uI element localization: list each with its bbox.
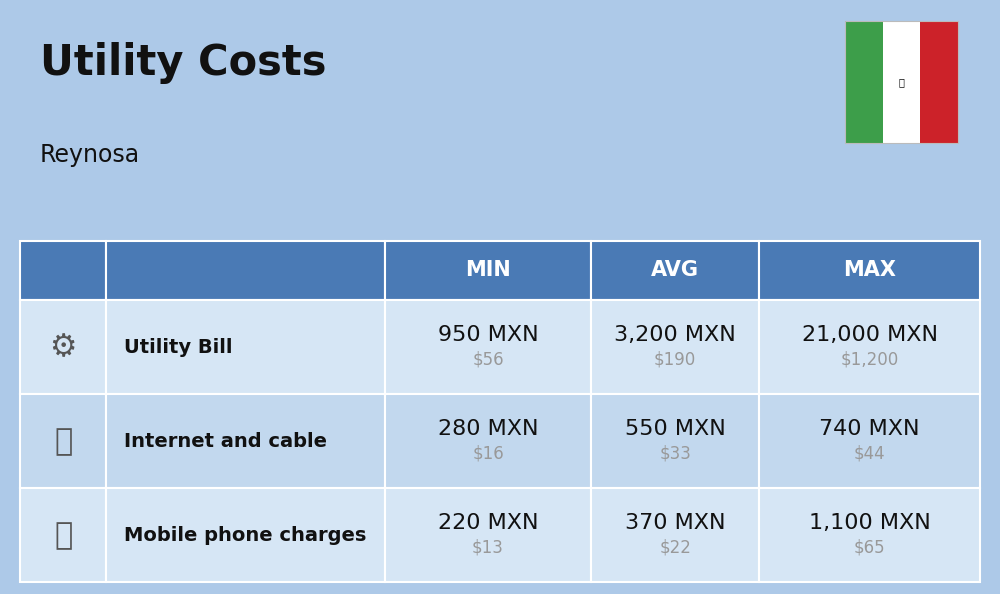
Text: AVG: AVG (651, 260, 699, 280)
Bar (591, 488, 759, 582)
Text: MIN: MIN (465, 260, 511, 280)
Text: 3,200 MXN: 3,200 MXN (614, 325, 736, 345)
Text: $33: $33 (659, 444, 691, 463)
Text: 950 MXN: 950 MXN (438, 325, 538, 345)
Text: $16: $16 (472, 444, 504, 463)
Bar (385, 394, 591, 488)
Bar (845, 21, 883, 143)
Bar (845, 21, 958, 143)
Text: 220 MXN: 220 MXN (438, 513, 538, 533)
Text: Utility Costs: Utility Costs (40, 42, 326, 84)
Text: $190: $190 (654, 350, 696, 368)
Text: 📶: 📶 (54, 426, 72, 456)
Text: 1,100 MXN: 1,100 MXN (809, 513, 930, 533)
Bar (759, 488, 980, 582)
Text: $56: $56 (472, 350, 504, 368)
Bar (759, 241, 980, 301)
Text: $44: $44 (854, 444, 885, 463)
Text: $13: $13 (472, 538, 504, 557)
Text: MAX: MAX (843, 260, 896, 280)
Text: 🦅: 🦅 (899, 77, 904, 87)
Text: Reynosa: Reynosa (40, 143, 140, 166)
Text: 740 MXN: 740 MXN (819, 419, 920, 439)
Text: Mobile phone charges: Mobile phone charges (124, 526, 367, 545)
Text: Internet and cable: Internet and cable (124, 432, 327, 451)
Bar (883, 21, 920, 143)
Bar (759, 301, 980, 394)
Bar (920, 21, 958, 143)
Text: Utility Bill: Utility Bill (124, 338, 233, 357)
Bar (20, 488, 106, 582)
Bar (385, 241, 591, 301)
Text: $65: $65 (854, 538, 885, 557)
Bar (385, 301, 591, 394)
Text: ⚙: ⚙ (50, 333, 77, 362)
Bar (20, 301, 106, 394)
Bar (20, 394, 106, 488)
Text: 21,000 MXN: 21,000 MXN (802, 325, 938, 345)
Text: 📱: 📱 (54, 521, 72, 549)
Bar (20, 241, 106, 301)
Text: $22: $22 (659, 538, 691, 557)
Text: $1,200: $1,200 (840, 350, 899, 368)
Bar (591, 301, 759, 394)
Bar (106, 241, 385, 301)
Bar (591, 241, 759, 301)
Bar (591, 394, 759, 488)
Text: 280 MXN: 280 MXN (438, 419, 538, 439)
Bar (385, 488, 591, 582)
Bar (106, 488, 385, 582)
Bar (106, 301, 385, 394)
Bar (106, 394, 385, 488)
Bar (759, 394, 980, 488)
Text: 370 MXN: 370 MXN (625, 513, 725, 533)
Text: 550 MXN: 550 MXN (625, 419, 726, 439)
